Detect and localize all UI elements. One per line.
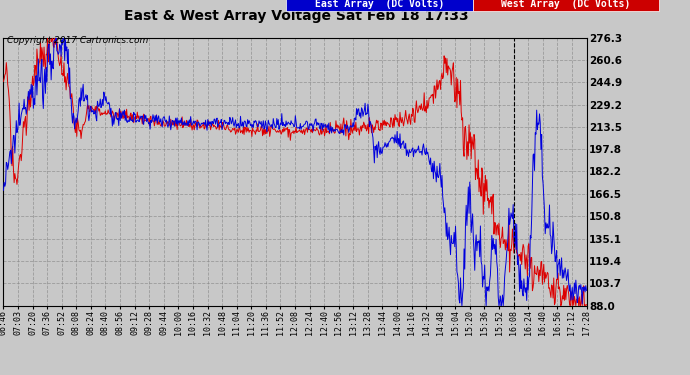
Text: East Array  (DC Volts): East Array (DC Volts)	[315, 0, 444, 9]
Text: East & West Array Voltage Sat Feb 18 17:33: East & West Array Voltage Sat Feb 18 17:…	[124, 9, 469, 23]
Text: West Array  (DC Volts): West Array (DC Volts)	[501, 0, 631, 9]
Text: Copyright 2017 Cartronics.com: Copyright 2017 Cartronics.com	[7, 36, 148, 45]
